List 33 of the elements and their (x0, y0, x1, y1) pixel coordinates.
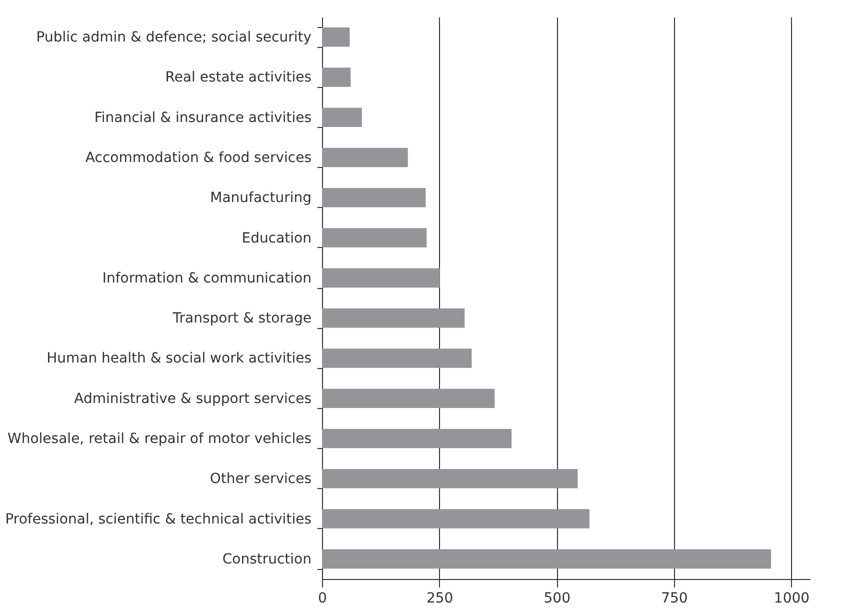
bar (322, 348, 472, 368)
bar (322, 108, 362, 127)
y-tick-label: Accommodation & food services (85, 150, 312, 166)
bar (322, 148, 408, 168)
x-tick-label: 1000 (774, 590, 810, 606)
y-tick-label: Human health & social work activities (46, 350, 312, 367)
y-tick-label: Administrative & support services (74, 390, 312, 407)
bar (322, 428, 512, 448)
y-tick-label: Public admin & defence; social security (36, 30, 312, 46)
bar (322, 509, 590, 528)
x-tick-label: 750 (661, 590, 688, 606)
y-tick-label: Transport & storage (172, 310, 312, 327)
bar (322, 68, 351, 87)
y-tick-label: Professional, scientific & technical activities (5, 511, 312, 528)
y-tick-label: Information & communication (102, 270, 312, 286)
y-tick-label: Manufacturing (210, 190, 312, 206)
bar (322, 549, 772, 569)
y-tick-label: Real estate activities (165, 70, 312, 86)
bar (322, 188, 426, 208)
y-tick-label: Other services (210, 471, 312, 488)
x-tick-label: 500 (544, 590, 570, 606)
bar (322, 268, 440, 288)
y-tick-label: Financial & insurance activities (94, 110, 312, 126)
bar (322, 308, 465, 328)
y-tick-label: Education (242, 230, 312, 246)
bar (322, 27, 350, 47)
bar (322, 228, 427, 248)
bar (322, 469, 578, 488)
y-tick-label: Construction (222, 551, 312, 568)
y-tick-label: Wholesale, retail & repair of motor vehicles (8, 431, 312, 447)
x-tick-label: 0 (318, 590, 327, 606)
bar (322, 388, 495, 408)
x-tick-label: 250 (426, 590, 454, 606)
